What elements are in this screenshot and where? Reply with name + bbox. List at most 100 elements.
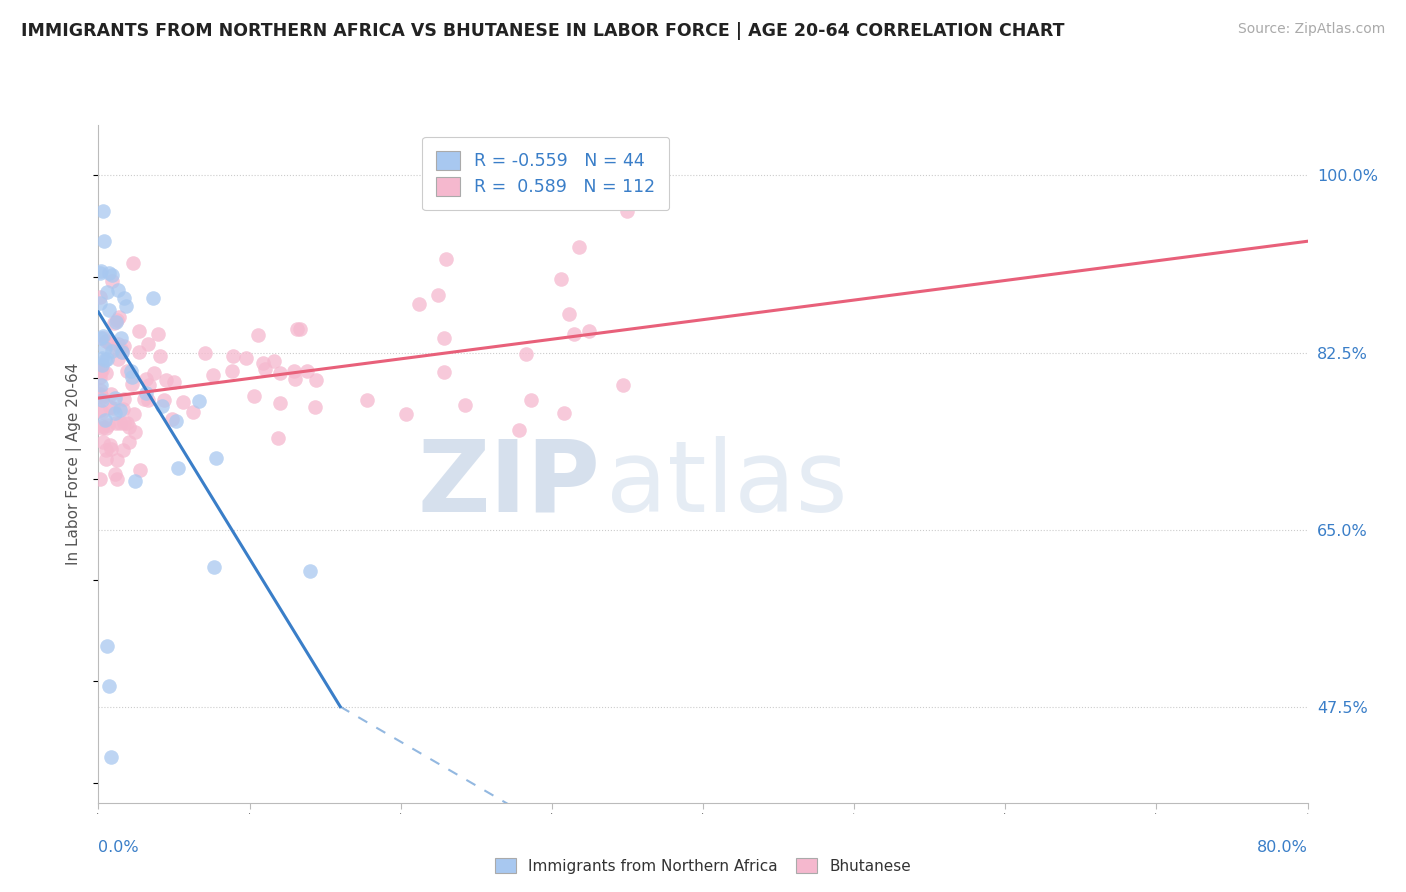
Point bbox=[98, 400, 121, 414]
Point bbox=[246, 327, 269, 342]
Point bbox=[89, 365, 111, 379]
Point bbox=[93, 234, 115, 248]
Point bbox=[97, 302, 120, 317]
Point bbox=[105, 342, 128, 356]
Text: Source: ZipAtlas.com: Source: ZipAtlas.com bbox=[1237, 22, 1385, 37]
Point bbox=[115, 416, 138, 430]
Point bbox=[165, 414, 187, 428]
Point bbox=[426, 288, 449, 302]
Point bbox=[97, 417, 120, 432]
Point bbox=[89, 296, 111, 310]
Point bbox=[100, 274, 122, 288]
Point bbox=[90, 389, 112, 403]
Point bbox=[520, 392, 543, 407]
Point bbox=[515, 347, 537, 361]
Point bbox=[254, 362, 277, 376]
Point bbox=[305, 373, 328, 387]
Point bbox=[612, 378, 634, 392]
Point bbox=[285, 322, 308, 336]
Point bbox=[98, 336, 121, 351]
Point bbox=[107, 337, 129, 351]
Point bbox=[101, 268, 124, 283]
Point bbox=[267, 430, 290, 444]
Point bbox=[91, 359, 114, 373]
Point bbox=[142, 291, 165, 305]
Point bbox=[93, 330, 115, 344]
Point bbox=[89, 402, 111, 417]
Point bbox=[110, 402, 132, 417]
Point bbox=[121, 376, 143, 391]
Point bbox=[107, 352, 129, 367]
Point bbox=[235, 351, 257, 365]
Point bbox=[128, 463, 150, 477]
Point bbox=[408, 297, 430, 311]
Point bbox=[91, 419, 114, 434]
Point bbox=[578, 324, 600, 338]
Point bbox=[111, 345, 134, 359]
Legend: R = -0.559   N = 44, R =  0.589   N = 112: R = -0.559 N = 44, R = 0.589 N = 112 bbox=[422, 137, 669, 211]
Point bbox=[96, 639, 118, 653]
Point bbox=[616, 203, 638, 218]
Point bbox=[89, 369, 111, 384]
Legend: Immigrants from Northern Africa, Bhutanese: Immigrants from Northern Africa, Bhutane… bbox=[488, 852, 918, 880]
Point bbox=[104, 406, 127, 420]
Point bbox=[94, 342, 117, 356]
Point bbox=[105, 452, 128, 467]
Point bbox=[100, 387, 122, 401]
Point bbox=[124, 425, 146, 439]
Point bbox=[90, 331, 112, 345]
Point bbox=[252, 356, 274, 370]
Point bbox=[110, 330, 132, 344]
Point bbox=[108, 416, 131, 430]
Point bbox=[122, 407, 145, 421]
Point bbox=[263, 354, 285, 368]
Point bbox=[115, 364, 138, 378]
Point bbox=[284, 372, 307, 386]
Point bbox=[93, 353, 115, 368]
Point bbox=[288, 322, 311, 336]
Point bbox=[132, 392, 155, 407]
Point bbox=[91, 434, 114, 449]
Point bbox=[128, 344, 150, 359]
Point bbox=[269, 396, 291, 410]
Point bbox=[160, 412, 183, 426]
Point bbox=[103, 316, 125, 330]
Point bbox=[107, 284, 129, 298]
Point bbox=[124, 474, 146, 488]
Point bbox=[454, 398, 477, 412]
Text: atlas: atlas bbox=[606, 435, 848, 533]
Point bbox=[550, 272, 572, 286]
Point bbox=[89, 387, 111, 401]
Y-axis label: In Labor Force | Age 20-64: In Labor Force | Age 20-64 bbox=[66, 363, 83, 565]
Point bbox=[93, 413, 115, 427]
Point bbox=[136, 336, 159, 351]
Point bbox=[90, 391, 112, 405]
Point bbox=[90, 421, 112, 435]
Point bbox=[135, 386, 157, 401]
Point bbox=[94, 451, 117, 466]
Point bbox=[98, 438, 121, 452]
Point bbox=[89, 472, 111, 486]
Point bbox=[91, 393, 114, 408]
Point bbox=[181, 405, 204, 419]
Point bbox=[107, 472, 129, 486]
Point bbox=[100, 750, 122, 764]
Point bbox=[269, 367, 291, 381]
Point bbox=[104, 416, 127, 430]
Point bbox=[112, 339, 135, 353]
Point bbox=[153, 392, 176, 407]
Point bbox=[433, 365, 456, 379]
Point bbox=[201, 368, 224, 382]
Point bbox=[304, 401, 326, 415]
Point bbox=[94, 443, 117, 458]
Point bbox=[90, 378, 112, 392]
Point bbox=[188, 394, 211, 409]
Point bbox=[138, 377, 160, 392]
Point bbox=[558, 307, 581, 321]
Point bbox=[155, 372, 177, 386]
Point bbox=[100, 343, 122, 358]
Point bbox=[143, 366, 166, 380]
Point bbox=[295, 364, 318, 378]
Point bbox=[356, 393, 378, 408]
Point bbox=[135, 372, 157, 386]
